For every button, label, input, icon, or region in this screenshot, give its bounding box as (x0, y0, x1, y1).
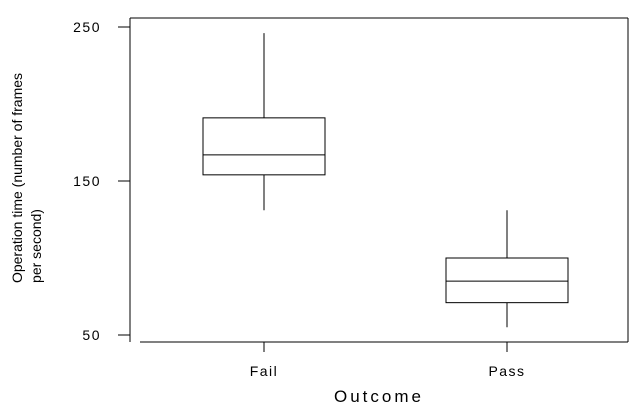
boxes (202, 33, 569, 328)
plot-frame (129, 17, 629, 343)
interquartile-box (202, 117, 326, 176)
y-tick-label: 150 (73, 173, 101, 189)
y-axis-title: Operation time (number of frames per sec… (9, 73, 44, 283)
y-axis-title-line-1: Operation time (number of frames (9, 73, 25, 283)
y-tick-label: 50 (82, 327, 101, 343)
y-tick-label: 250 (73, 19, 101, 35)
x-axis-title: Outcome (334, 387, 424, 406)
interquartile-box (445, 257, 569, 304)
x-tick-label: Fail (250, 363, 279, 379)
box-pass (445, 210, 569, 328)
x-axis: Fail Pass (250, 342, 525, 379)
y-axis: 250 150 50 (73, 19, 130, 343)
box-fail (202, 33, 326, 211)
x-tick-label: Pass (488, 363, 525, 379)
y-axis-title-line-2: per second) (28, 209, 44, 283)
